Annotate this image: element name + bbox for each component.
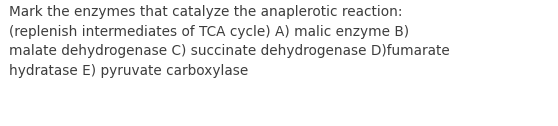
Text: Mark the enzymes that catalyze the anaplerotic reaction:
(replenish intermediate: Mark the enzymes that catalyze the anapl… [9,5,450,77]
